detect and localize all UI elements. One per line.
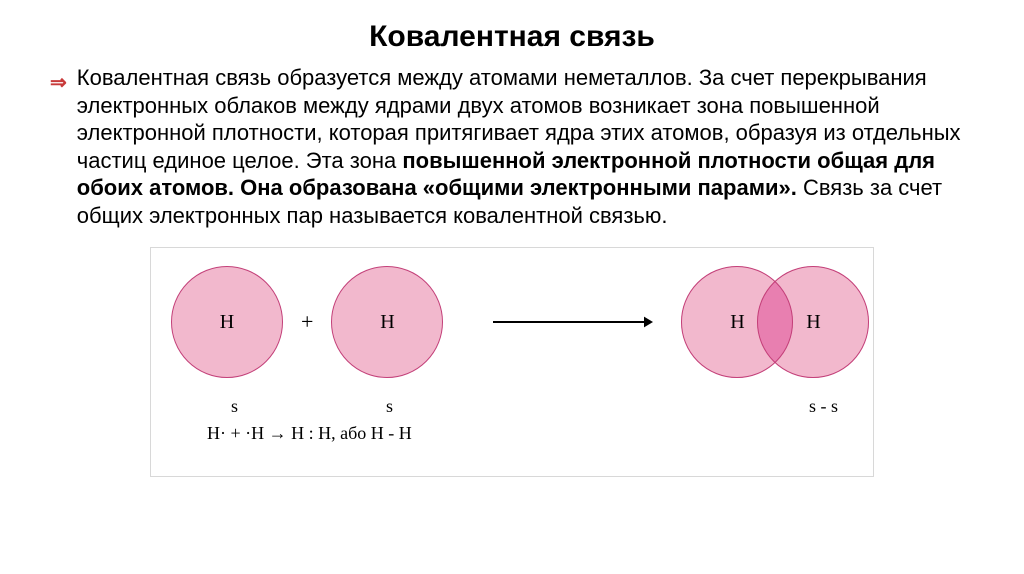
plus-icon: + bbox=[301, 309, 313, 335]
bullet-arrow-icon: ⇒ bbox=[50, 70, 67, 95]
s-label-mid: s bbox=[386, 396, 393, 417]
page-title: Ковалентная связь bbox=[50, 20, 974, 54]
atom-label: H bbox=[380, 311, 394, 334]
body-paragraph: Ковалентная связь образуется между атома… bbox=[77, 64, 974, 229]
s-label-left: s bbox=[231, 396, 238, 417]
atom-overlap-right: H bbox=[757, 266, 869, 378]
paragraph-row: ⇒ Ковалентная связь образуется между ато… bbox=[50, 64, 974, 229]
atom-left: H bbox=[171, 266, 283, 378]
atom-label: H bbox=[220, 311, 234, 334]
atoms-row: H + H H H bbox=[171, 262, 853, 382]
atom-label: H bbox=[730, 311, 744, 334]
s-label-right: s - s bbox=[809, 396, 838, 417]
overlap-group: H H bbox=[681, 266, 869, 378]
formula-text: H· + ·H → H : H, або H - H bbox=[207, 423, 853, 444]
atom-label: H bbox=[806, 311, 820, 334]
atom-mid: H bbox=[331, 266, 443, 378]
reaction-arrow-icon bbox=[493, 313, 653, 331]
s-labels-row: s s s - s bbox=[171, 396, 853, 417]
diagram-container: H + H H H s s s - s H· + ·H → H : H, або… bbox=[150, 247, 874, 477]
